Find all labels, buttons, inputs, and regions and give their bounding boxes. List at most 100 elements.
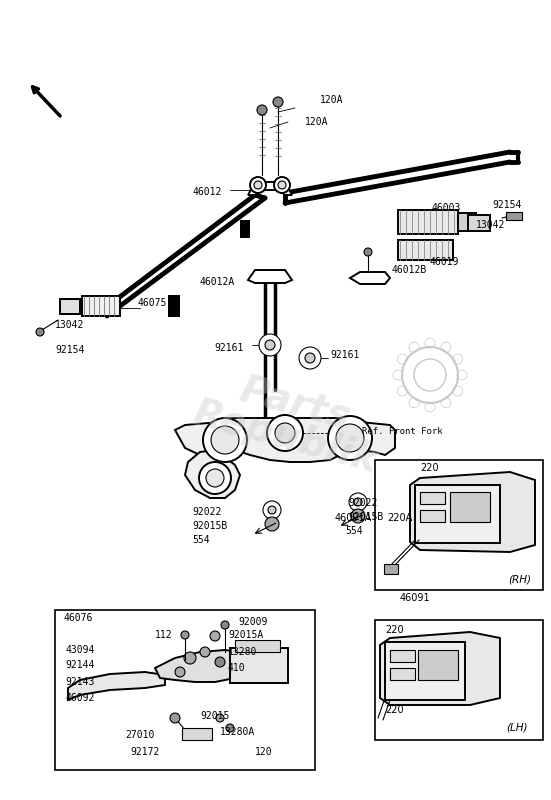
Circle shape xyxy=(206,469,224,487)
Bar xyxy=(415,485,500,543)
Bar xyxy=(82,296,120,316)
Circle shape xyxy=(203,418,247,462)
Bar xyxy=(398,210,458,234)
Circle shape xyxy=(226,724,234,732)
Text: 13042: 13042 xyxy=(55,320,84,330)
Circle shape xyxy=(257,105,267,115)
Text: (LH): (LH) xyxy=(506,723,528,733)
Text: 46092: 46092 xyxy=(65,693,94,703)
Circle shape xyxy=(393,370,403,380)
Polygon shape xyxy=(248,182,292,195)
Circle shape xyxy=(305,353,315,363)
Circle shape xyxy=(409,342,419,352)
Text: (RH): (RH) xyxy=(509,575,532,585)
Circle shape xyxy=(336,424,364,452)
Circle shape xyxy=(268,506,276,514)
Text: 92022: 92022 xyxy=(192,507,222,517)
Circle shape xyxy=(254,181,262,189)
Text: 220A: 220A xyxy=(387,513,413,523)
Bar xyxy=(384,564,398,574)
Bar xyxy=(240,220,250,238)
Text: 13042: 13042 xyxy=(476,220,505,230)
Circle shape xyxy=(425,402,435,412)
Circle shape xyxy=(265,340,275,350)
Circle shape xyxy=(328,416,372,460)
Bar xyxy=(235,640,280,652)
Circle shape xyxy=(216,714,224,722)
Text: 220: 220 xyxy=(386,705,404,715)
Text: 92015B: 92015B xyxy=(192,521,227,531)
Bar xyxy=(468,215,490,231)
Bar xyxy=(420,492,445,504)
Bar xyxy=(182,728,212,740)
Text: 92161: 92161 xyxy=(215,343,244,353)
Text: 13280: 13280 xyxy=(228,647,257,657)
Circle shape xyxy=(453,386,463,396)
Bar xyxy=(55,610,315,770)
Bar xyxy=(390,650,415,662)
Text: 46012A: 46012A xyxy=(200,277,235,287)
Text: 120A: 120A xyxy=(305,117,328,127)
Polygon shape xyxy=(410,472,535,552)
Circle shape xyxy=(453,354,463,364)
Text: 92154: 92154 xyxy=(55,345,84,355)
Circle shape xyxy=(211,426,239,454)
Text: 410: 410 xyxy=(228,663,246,673)
Text: 92015B: 92015B xyxy=(348,512,383,522)
Circle shape xyxy=(184,652,196,664)
Text: 92161: 92161 xyxy=(330,350,359,360)
Circle shape xyxy=(170,713,180,723)
Text: 92015: 92015 xyxy=(200,711,229,721)
Polygon shape xyxy=(185,450,240,498)
Circle shape xyxy=(267,415,303,451)
Bar xyxy=(60,299,80,314)
Polygon shape xyxy=(175,418,395,462)
Circle shape xyxy=(275,423,295,443)
Text: 46012: 46012 xyxy=(193,187,222,197)
Text: 120A: 120A xyxy=(320,95,343,105)
Circle shape xyxy=(457,370,467,380)
Bar xyxy=(450,492,490,522)
Text: 220: 220 xyxy=(386,625,404,635)
Text: 46075: 46075 xyxy=(138,298,168,308)
Text: 46019: 46019 xyxy=(430,257,460,267)
Bar xyxy=(390,668,415,680)
Circle shape xyxy=(278,181,286,189)
Bar xyxy=(418,650,458,680)
Text: Ref. Front Fork: Ref. Front Fork xyxy=(362,427,442,437)
Circle shape xyxy=(441,398,451,408)
Text: 46091A: 46091A xyxy=(335,513,372,523)
Text: 92172: 92172 xyxy=(130,747,159,757)
Text: 27010: 27010 xyxy=(125,730,154,740)
Circle shape xyxy=(215,657,225,667)
Bar xyxy=(375,460,543,590)
Circle shape xyxy=(397,354,407,364)
Text: 92022: 92022 xyxy=(348,498,377,508)
Circle shape xyxy=(200,647,210,657)
Text: 220: 220 xyxy=(420,463,439,473)
Text: 92154: 92154 xyxy=(492,200,521,210)
Text: 92143: 92143 xyxy=(65,677,94,687)
Text: Parts
Republik: Parts Republik xyxy=(188,360,391,480)
Circle shape xyxy=(199,462,231,494)
Polygon shape xyxy=(380,632,500,705)
Circle shape xyxy=(273,97,283,107)
Text: 46012B: 46012B xyxy=(392,265,427,275)
Text: 43094: 43094 xyxy=(65,645,94,655)
Text: 92144: 92144 xyxy=(65,660,94,670)
Circle shape xyxy=(36,328,44,336)
Circle shape xyxy=(221,621,229,629)
Circle shape xyxy=(259,334,281,356)
Text: 112: 112 xyxy=(155,630,172,640)
Circle shape xyxy=(425,338,435,348)
Text: 554: 554 xyxy=(345,526,363,536)
Bar xyxy=(230,648,288,683)
Circle shape xyxy=(349,493,367,511)
Text: 554: 554 xyxy=(192,535,209,545)
Circle shape xyxy=(274,177,290,193)
Bar xyxy=(506,212,522,220)
Text: 13280A: 13280A xyxy=(220,727,255,737)
Circle shape xyxy=(263,501,281,519)
Circle shape xyxy=(409,398,419,408)
Circle shape xyxy=(364,248,372,256)
